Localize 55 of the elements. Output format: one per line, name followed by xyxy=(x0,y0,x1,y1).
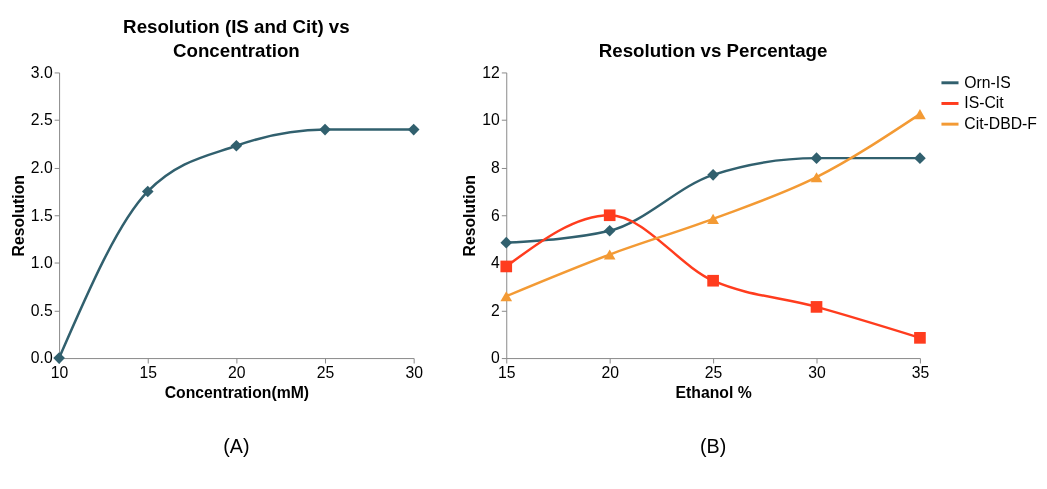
y-tick-label: 3.0 xyxy=(30,63,53,81)
y-axis-title: Resolution xyxy=(461,175,479,257)
point xyxy=(810,152,823,164)
y-tick-label: 0 xyxy=(491,349,501,367)
point xyxy=(319,123,331,136)
point xyxy=(500,260,513,273)
text: (B) xyxy=(699,434,727,457)
x-tick-label: 25 xyxy=(704,364,723,382)
point xyxy=(230,139,243,152)
x-tick-label: 20 xyxy=(601,364,620,382)
x-tick-label: 15 xyxy=(497,364,516,382)
x-tick-label: 30 xyxy=(808,364,827,382)
x-tick-label: 30 xyxy=(405,364,424,382)
chart-title: Resolution (IS and Cit) vs Concentration xyxy=(123,16,350,61)
x-tick-label: 20 xyxy=(228,364,246,382)
point xyxy=(810,172,823,183)
point xyxy=(914,109,926,120)
point xyxy=(810,301,823,313)
legend-label: IS-Cit xyxy=(964,94,1005,112)
legend-label: Cit-DBD-F xyxy=(964,115,1037,133)
point xyxy=(500,236,513,249)
point xyxy=(407,123,420,136)
y-tick-label: 10 xyxy=(482,111,501,129)
x-axis-title: Ethanol % xyxy=(675,383,752,401)
point xyxy=(707,274,719,287)
y-tick-label: 2 xyxy=(491,301,500,319)
y-tick-label: 4 xyxy=(491,254,501,272)
y-tick-label: 8 xyxy=(491,159,501,177)
y-tick-label: 2.0 xyxy=(30,159,53,177)
point xyxy=(500,291,513,302)
point xyxy=(141,185,154,198)
point xyxy=(603,209,616,222)
x-tick-label: 35 xyxy=(911,364,930,382)
x-axis-title: Concentration(mM) xyxy=(164,383,310,401)
point xyxy=(914,332,926,344)
point xyxy=(707,168,719,181)
x-tick-label: 15 xyxy=(139,364,158,382)
point xyxy=(603,224,616,237)
x-tick-label: 10 xyxy=(50,364,69,382)
y-tick-label: 2.5 xyxy=(30,111,53,129)
y-tick-label: 1.5 xyxy=(30,206,53,224)
y-tick-label: 6 xyxy=(491,206,501,224)
y-tick-label: 1.0 xyxy=(30,254,53,272)
point xyxy=(914,152,926,164)
point xyxy=(603,249,616,260)
y-tick-label: 0.0 xyxy=(30,349,53,367)
y-axis-title: Resolution xyxy=(9,175,27,257)
text: (A) xyxy=(223,434,250,457)
x-tick-label: 25 xyxy=(316,364,335,382)
point xyxy=(707,213,719,224)
y-tick-label: 12 xyxy=(482,63,500,81)
chart-title: Resolution vs Percentage xyxy=(598,39,828,61)
legend-label: Orn-IS xyxy=(964,73,1011,91)
point xyxy=(53,352,65,364)
y-tick-label: 0.5 xyxy=(30,301,53,319)
